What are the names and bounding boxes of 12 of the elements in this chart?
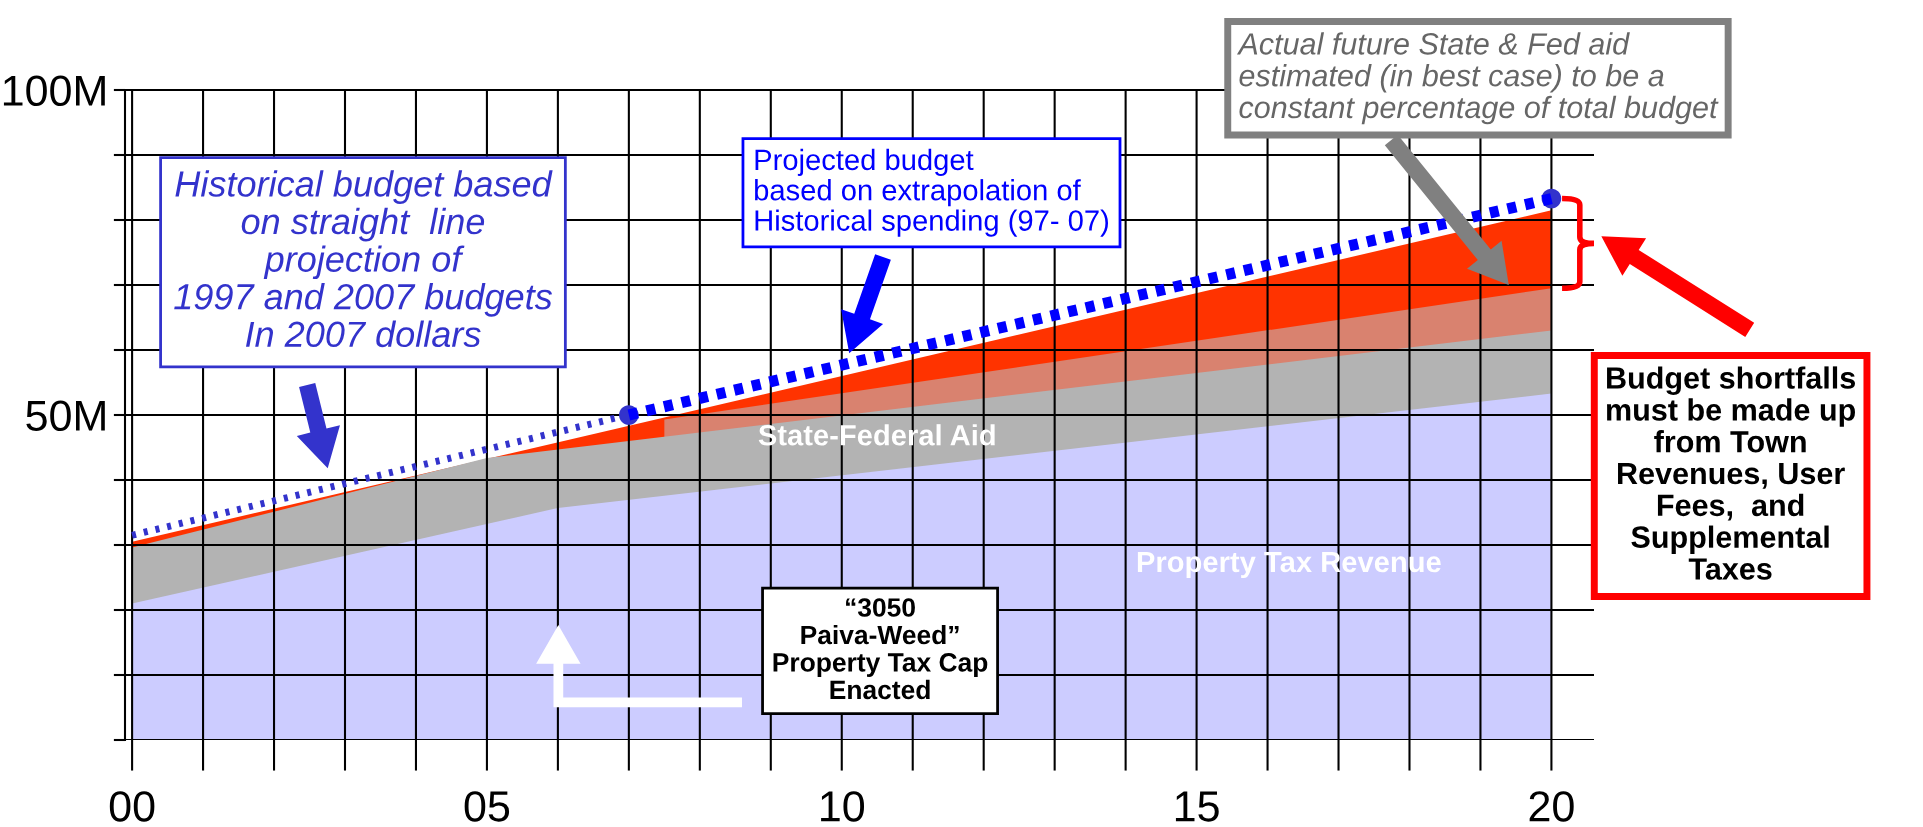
x-tick-label: 05 xyxy=(464,791,510,822)
annotation: Historical budget based on straight line projection of 1997 and 2007 budgets In 2007 dollars xyxy=(174,170,553,348)
x-tick-label: 15 xyxy=(1175,791,1219,822)
annotation: Projected budget based on extrapolation of Historical spending (97- 07) xyxy=(755,148,1109,237)
annotation: “3050 Paiva-Weed” Property Tax Cap Enacted xyxy=(773,598,988,700)
x-tick-label: 10 xyxy=(821,791,865,822)
y-tick-label: 100M xyxy=(3,75,105,107)
text: Budget shortfalls must be made up from Town Revenues, User Fees, and Supplemental Taxes xyxy=(1607,366,1856,580)
x-tick-label: 00 xyxy=(109,791,155,822)
y-tick-label: 50M xyxy=(26,400,105,432)
annotation: Actual future State & Fed aid estimated (in best case) to be a constant percentage of total budget xyxy=(1236,32,1719,125)
x-tick-label: 20 xyxy=(1529,791,1574,822)
